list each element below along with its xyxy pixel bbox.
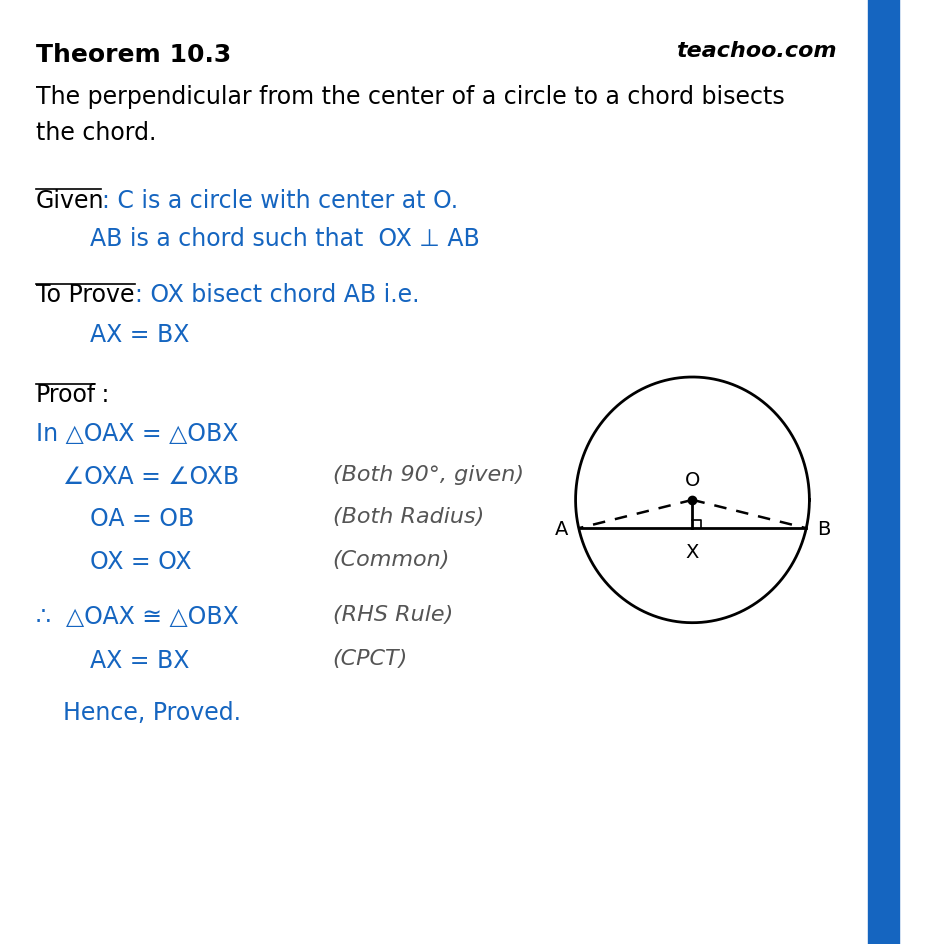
Text: OA = OB: OA = OB bbox=[90, 507, 194, 531]
Text: O: O bbox=[684, 470, 700, 489]
Text: OX = OX: OX = OX bbox=[90, 549, 192, 573]
Text: A: A bbox=[554, 519, 567, 538]
Text: Hence, Proved.: Hence, Proved. bbox=[63, 700, 241, 724]
Text: (CPCT): (CPCT) bbox=[332, 649, 408, 668]
Text: : OX bisect chord AB i.e.: : OX bisect chord AB i.e. bbox=[135, 283, 419, 307]
Text: ∴  △OAX ≅ △OBX: ∴ △OAX ≅ △OBX bbox=[36, 604, 239, 628]
Text: (RHS Rule): (RHS Rule) bbox=[332, 604, 452, 624]
Text: To Prove: To Prove bbox=[36, 283, 134, 307]
Text: Given: Given bbox=[36, 189, 105, 212]
Text: The perpendicular from the center of a circle to a chord bisects: The perpendicular from the center of a c… bbox=[36, 85, 784, 109]
Text: Theorem 10.3: Theorem 10.3 bbox=[36, 42, 231, 66]
Text: : C is a circle with center at O.: : C is a circle with center at O. bbox=[102, 189, 457, 212]
Text: ∠OXA = ∠OXB: ∠OXA = ∠OXB bbox=[63, 464, 239, 488]
Text: AB is a chord such that  OX ⊥ AB: AB is a chord such that OX ⊥ AB bbox=[90, 227, 480, 250]
Text: (Both 90°, given): (Both 90°, given) bbox=[332, 464, 523, 484]
Text: (Both Radius): (Both Radius) bbox=[332, 507, 483, 527]
Text: In △OAX = △OBX: In △OAX = △OBX bbox=[36, 422, 238, 446]
Text: AX = BX: AX = BX bbox=[90, 323, 189, 346]
Text: B: B bbox=[817, 519, 830, 538]
Text: the chord.: the chord. bbox=[36, 121, 156, 144]
Text: Proof: Proof bbox=[36, 382, 96, 406]
Text: AX = BX: AX = BX bbox=[90, 649, 189, 672]
Text: (Common): (Common) bbox=[332, 549, 449, 569]
Text: teachoo.com: teachoo.com bbox=[675, 41, 835, 60]
Text: X: X bbox=[685, 542, 699, 562]
Text: :: : bbox=[94, 382, 110, 406]
Bar bbox=[867, 0, 899, 944]
